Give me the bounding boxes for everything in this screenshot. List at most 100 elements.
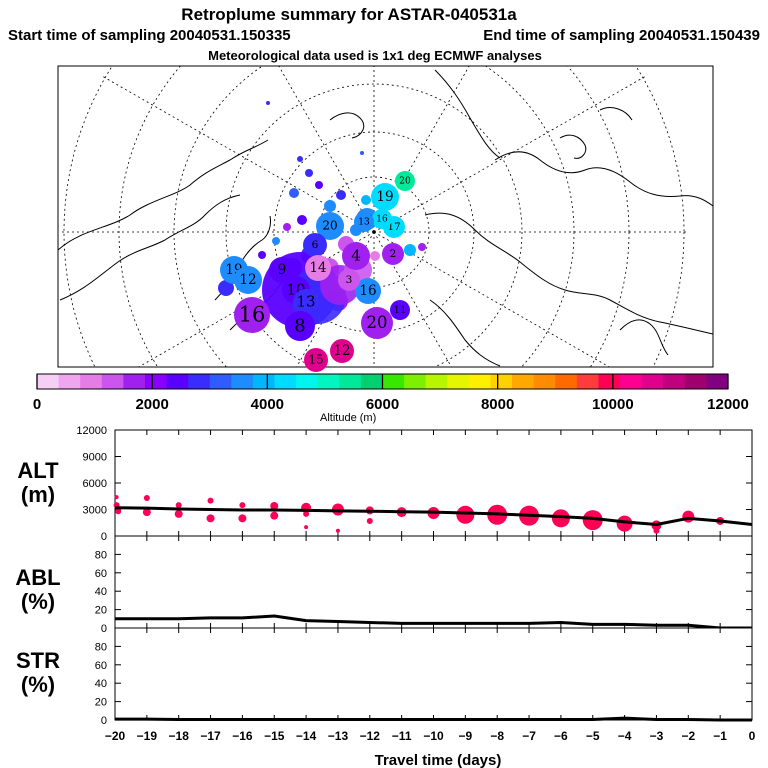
colorbar-tick-label: 0 (33, 396, 41, 413)
y-tick-label: 12000 (76, 425, 107, 437)
plume-dot (324, 200, 336, 212)
x-tick-label: −7 (522, 729, 536, 743)
plume-day-label: 13 (296, 293, 315, 311)
altitude-colorbar: 0 2000 4000 6000 8000 10000 12000 (33, 373, 749, 413)
alt-axis-title: ALT (17, 458, 59, 483)
colorbar-swatch (382, 374, 405, 389)
start-time-label: Start time of sampling 20040531.150335 (8, 27, 291, 44)
x-tick-label: −16 (232, 729, 253, 743)
plume-dot (305, 169, 313, 177)
y-tick-label: 80 (95, 641, 107, 653)
plume-dot (283, 223, 291, 231)
colorbar-swatch (360, 374, 383, 389)
plume-marker (372, 209, 392, 229)
colorbar-swatch (37, 374, 60, 389)
plume-marker (355, 278, 381, 304)
y-tick-label: 80 (95, 549, 107, 561)
plume-dot (272, 237, 280, 245)
colorbar-swatch (533, 374, 556, 389)
x-tick-label: −13 (328, 729, 349, 743)
colorbar-swatch (404, 374, 427, 389)
x-tick-label: −19 (137, 729, 158, 743)
colorbar-swatch (620, 374, 643, 389)
x-tick-label: −6 (554, 729, 568, 743)
colorbar-swatch (296, 374, 319, 389)
altitude-marker (115, 508, 122, 515)
altitude-marker (682, 510, 695, 523)
figure-title: Retroplume summary for ASTAR-040531a (181, 5, 517, 24)
plume-day-label: 2 (390, 248, 397, 260)
plume-day-label: 16 (239, 302, 266, 326)
plume-marker (305, 255, 331, 281)
colorbar-tick-label: 12000 (707, 396, 749, 413)
x-tick-label: 0 (749, 729, 756, 743)
x-tick-label: −8 (490, 729, 504, 743)
colorbar-swatch (252, 374, 276, 389)
x-tick-label: −9 (459, 729, 473, 743)
colorbar-swatch (231, 374, 254, 389)
colorbar-tick-label: 2000 (135, 396, 168, 413)
colorbar-swatch (706, 374, 729, 389)
y-tick-label: 0 (101, 715, 107, 727)
series-line (115, 716, 752, 722)
plume-dot (297, 156, 303, 162)
plume-clusters: 2019181716132064219121616111020151213914… (218, 101, 426, 372)
colorbar-swatch (663, 374, 686, 389)
plume-marker (293, 289, 319, 315)
abl-panel: 80 60 40 20 0 (95, 535, 753, 635)
x-tick-label: −17 (200, 729, 221, 743)
colorbar-swatch (598, 374, 621, 389)
plume-dot (370, 251, 380, 261)
plume-marker (303, 233, 327, 257)
x-tick-label: −15 (264, 729, 285, 743)
colorbar-swatch (58, 374, 81, 389)
x-tick-label: −2 (681, 729, 695, 743)
str-axis-title: STR (16, 648, 60, 673)
alt-axis-unit: (m) (21, 482, 55, 507)
colorbar-swatch (166, 374, 189, 389)
plume-marker (330, 339, 354, 363)
x-tick-label: −1 (713, 729, 727, 743)
altitude-marker (142, 508, 151, 517)
colorbar-swatch (490, 374, 513, 389)
plume-day-label: 12 (333, 343, 350, 359)
y-tick-label: 6000 (83, 478, 107, 490)
panel-frame (114, 535, 753, 629)
plume-dot (336, 190, 346, 200)
colorbar-swatch (123, 374, 146, 389)
x-tick-label: −10 (423, 729, 444, 743)
x-tick-label: −20 (105, 729, 126, 743)
altitude-marker (175, 502, 182, 509)
plume-marker (338, 269, 360, 291)
y-tick-label: 9000 (83, 452, 107, 464)
plume-dot (360, 151, 364, 155)
y-tick-label: 0 (101, 623, 107, 635)
y-tick-label: 20 (95, 605, 107, 617)
colorbar-tick-label: 4000 (251, 396, 284, 413)
colorbar-swatch (188, 374, 211, 389)
plume-marker (354, 212, 374, 232)
altitude-marker (270, 511, 279, 520)
colorbar-tick-label: 10000 (592, 396, 634, 413)
plume-marker (316, 212, 344, 240)
colorbar-swatch (684, 374, 707, 389)
plume-marker (382, 243, 404, 265)
altitude-marker (303, 510, 310, 517)
plume-dot (418, 243, 426, 251)
plume-day-label: 17 (387, 221, 400, 233)
colorbar-swatch (512, 374, 535, 389)
map-panel: 2019181716132064219121616111020151213914… (57, 65, 714, 372)
abl-axis-title: ABL (15, 565, 60, 590)
colorbar-tick-label: 6000 (366, 396, 399, 413)
colorbar-label: Altitude (m) (320, 412, 376, 424)
y-tick-label: 0 (101, 531, 107, 543)
plume-day-label: 20 (367, 313, 388, 332)
y-tick-label: 40 (95, 586, 107, 598)
plume-marker (234, 266, 262, 294)
plume-day-label: 9 (278, 262, 287, 278)
altitude-marker (335, 528, 340, 533)
x-tick-label: −4 (618, 729, 632, 743)
plume-marker (390, 300, 410, 320)
x-tick-label: −11 (392, 729, 412, 743)
